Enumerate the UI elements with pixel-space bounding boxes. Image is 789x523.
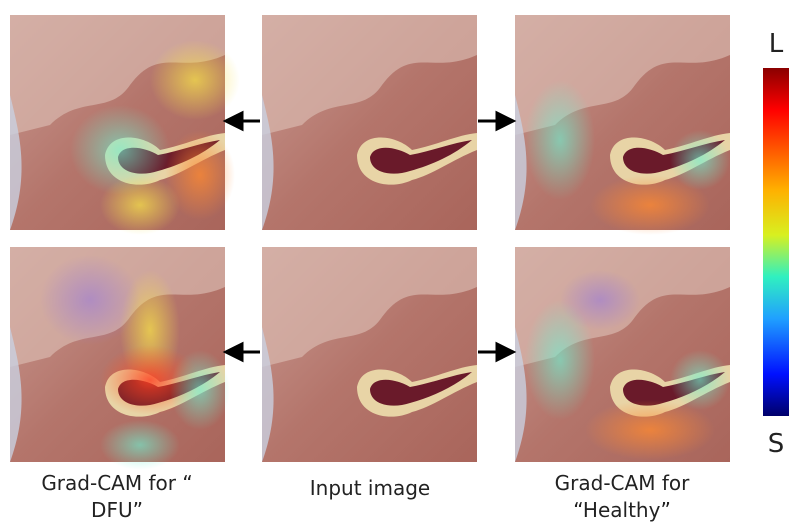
gradcam-dfu-top	[10, 15, 240, 235]
input-image-top	[262, 15, 477, 230]
colorbar-top-label: L	[769, 29, 784, 59]
caption-line: DFU”	[91, 498, 143, 522]
gradcam-healthy-top	[515, 15, 730, 235]
colorbar	[763, 68, 789, 416]
caption-line: Input image	[310, 476, 430, 500]
caption-line: Grad-CAM for	[555, 471, 690, 495]
gradcam-dfu-bottom	[10, 247, 230, 470]
caption-line: “Healthy”	[573, 498, 671, 522]
input-image-bottom	[262, 247, 477, 462]
figure: L S Grad-CAM for “ DFU” Input image Grad…	[0, 0, 789, 523]
gradcam-healthy-bottom	[515, 247, 730, 462]
caption-line: Grad-CAM for “	[41, 471, 192, 495]
colorbar-bottom-label: S	[768, 429, 785, 459]
